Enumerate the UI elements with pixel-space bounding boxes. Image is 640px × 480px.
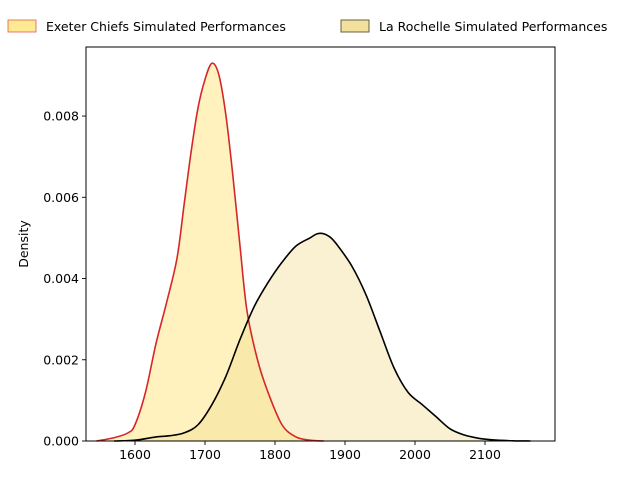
x-tick-label: 1600 [119, 447, 151, 462]
y-tick-label: 0.008 [43, 109, 79, 124]
y-tick-label: 0.004 [43, 271, 79, 286]
legend-item-exeter: Exeter Chiefs Simulated Performances [7, 19, 286, 34]
x-axis: 1600 1700 1800 1900 2000 2100 [119, 441, 501, 462]
legend-item-la-rochelle: La Rochelle Simulated Performances [340, 19, 607, 34]
y-tick-label: 0.000 [43, 434, 79, 449]
x-tick-label: 2100 [469, 447, 501, 462]
series-lines [96, 62, 531, 442]
series-fill-la-rochelle [114, 233, 531, 441]
y-tick-label: 0.002 [43, 352, 79, 367]
legend-label-la-rochelle: La Rochelle Simulated Performances [379, 19, 607, 34]
legend: Exeter Chiefs Simulated Performances La … [7, 19, 607, 34]
y-tick-label: 0.006 [43, 190, 79, 205]
plot-area-frame [85, 46, 556, 442]
x-tick-label: 1800 [259, 447, 291, 462]
legend-label-exeter: Exeter Chiefs Simulated Performances [46, 19, 286, 34]
series-fills [96, 63, 531, 442]
x-tick-label: 2000 [399, 447, 431, 462]
series-line-la-rochelle [113, 232, 531, 442]
legend-swatch-exeter [7, 19, 37, 33]
x-tick-label: 1700 [189, 447, 221, 462]
series-line-exeter [96, 62, 325, 442]
x-tick-label: 1900 [329, 447, 361, 462]
legend-swatch-la-rochelle [340, 19, 370, 33]
series-fill-exeter [96, 63, 324, 442]
y-axis: 0.000 0.002 0.004 0.006 0.008 [43, 109, 86, 449]
y-axis-label: Density [16, 220, 31, 268]
